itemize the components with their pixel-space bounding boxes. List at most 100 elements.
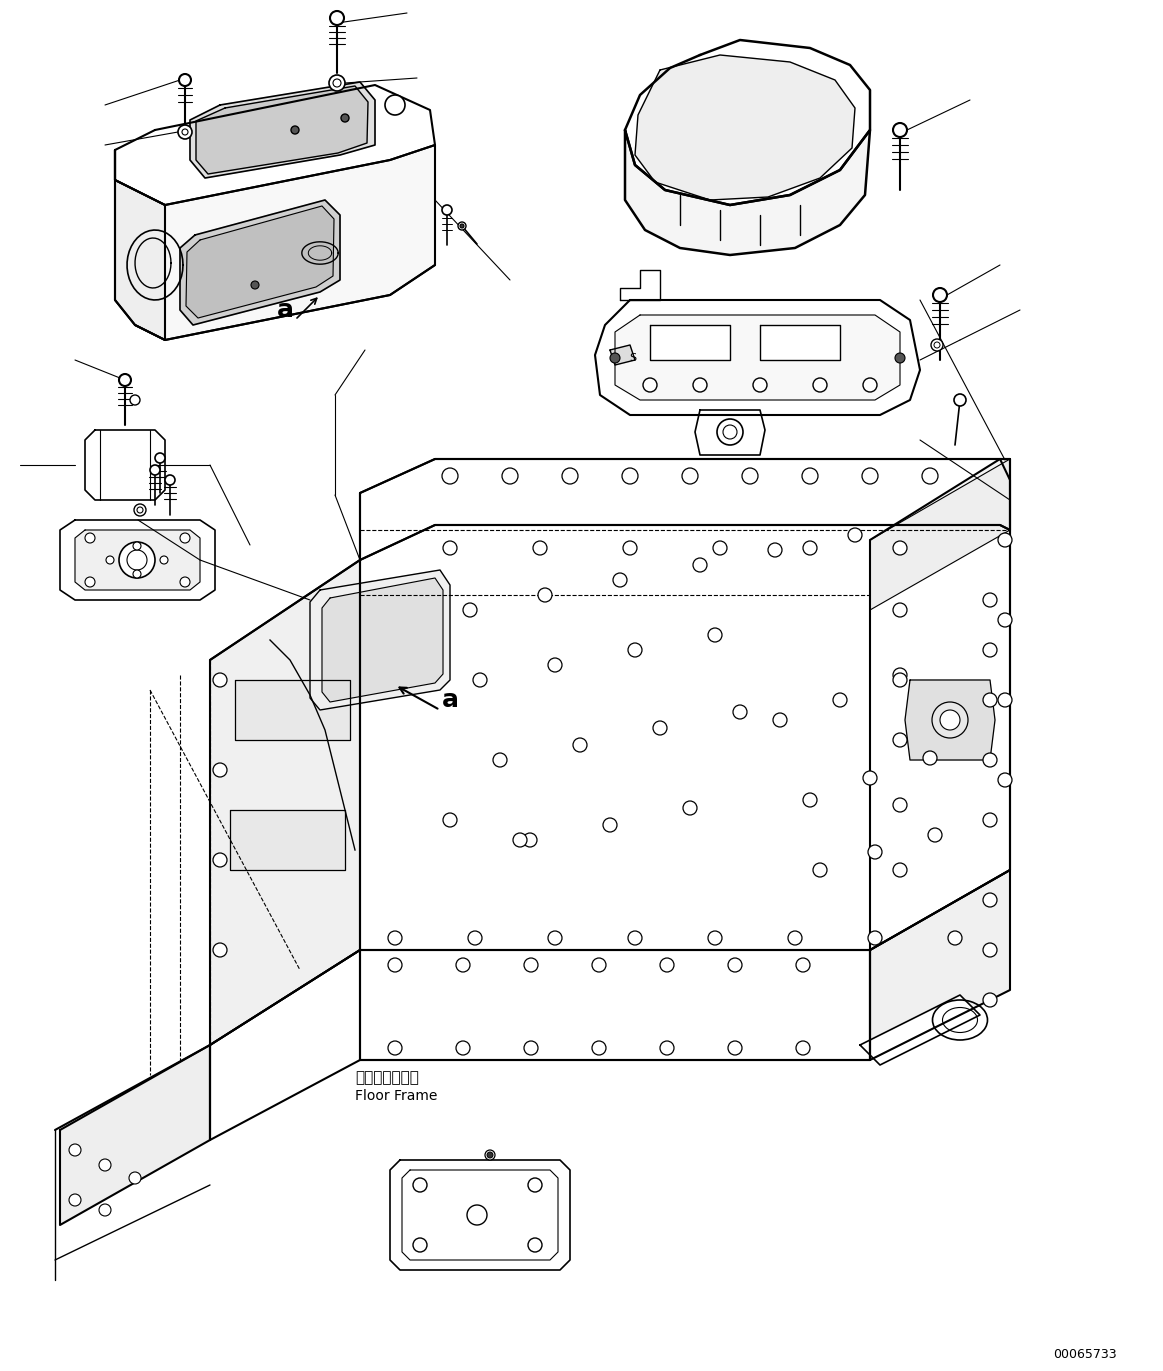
Circle shape: [948, 931, 962, 945]
Circle shape: [659, 958, 675, 972]
Circle shape: [893, 668, 907, 681]
Polygon shape: [615, 315, 900, 400]
Circle shape: [251, 281, 259, 289]
Circle shape: [385, 95, 405, 115]
Circle shape: [659, 1041, 675, 1056]
Polygon shape: [870, 459, 1009, 610]
Circle shape: [513, 834, 527, 847]
Polygon shape: [390, 1160, 570, 1270]
Circle shape: [413, 1238, 427, 1252]
Circle shape: [160, 557, 167, 563]
Circle shape: [443, 813, 457, 827]
Circle shape: [329, 75, 345, 90]
Circle shape: [573, 738, 587, 753]
Circle shape: [137, 507, 143, 513]
Circle shape: [181, 129, 188, 134]
Circle shape: [752, 378, 768, 392]
Circle shape: [291, 126, 299, 134]
Circle shape: [493, 753, 507, 766]
Circle shape: [768, 543, 782, 557]
Circle shape: [413, 1178, 427, 1191]
Polygon shape: [230, 810, 345, 871]
Circle shape: [330, 11, 344, 25]
Polygon shape: [361, 459, 1009, 559]
Polygon shape: [190, 82, 374, 178]
Circle shape: [548, 931, 562, 945]
Circle shape: [983, 692, 997, 707]
Circle shape: [533, 542, 547, 555]
Polygon shape: [60, 520, 215, 600]
Polygon shape: [85, 430, 165, 500]
Circle shape: [893, 542, 907, 555]
Circle shape: [983, 594, 997, 607]
Text: Floor Frame: Floor Frame: [355, 1089, 437, 1104]
Circle shape: [180, 533, 190, 543]
Circle shape: [130, 395, 140, 404]
Circle shape: [165, 474, 174, 485]
Circle shape: [129, 1172, 141, 1185]
Circle shape: [683, 801, 697, 814]
Polygon shape: [635, 55, 855, 200]
Circle shape: [795, 1041, 809, 1056]
Circle shape: [622, 468, 638, 484]
Circle shape: [69, 1143, 81, 1156]
Circle shape: [456, 958, 470, 972]
Circle shape: [525, 1041, 538, 1056]
Circle shape: [862, 468, 878, 484]
Circle shape: [388, 931, 402, 945]
Circle shape: [682, 468, 698, 484]
Circle shape: [388, 958, 402, 972]
Circle shape: [933, 288, 947, 302]
Polygon shape: [74, 531, 200, 590]
Circle shape: [923, 751, 937, 765]
Circle shape: [713, 542, 727, 555]
Circle shape: [868, 845, 882, 860]
Polygon shape: [650, 325, 730, 361]
Text: フロアフレーム: フロアフレーム: [355, 1071, 419, 1086]
Circle shape: [463, 603, 477, 617]
Circle shape: [802, 542, 816, 555]
Circle shape: [998, 613, 1012, 627]
Circle shape: [133, 570, 141, 579]
Polygon shape: [402, 1169, 558, 1260]
Circle shape: [487, 1152, 493, 1158]
Circle shape: [525, 958, 538, 972]
Circle shape: [652, 721, 668, 735]
Circle shape: [773, 713, 787, 727]
Circle shape: [998, 692, 1012, 707]
Circle shape: [562, 468, 578, 484]
Circle shape: [983, 993, 997, 1008]
Circle shape: [868, 931, 882, 945]
Circle shape: [341, 114, 349, 122]
Circle shape: [893, 798, 907, 812]
Circle shape: [813, 378, 827, 392]
Circle shape: [893, 123, 907, 137]
Polygon shape: [595, 300, 920, 415]
Circle shape: [983, 753, 997, 766]
Polygon shape: [197, 86, 368, 174]
Polygon shape: [60, 1045, 211, 1226]
Circle shape: [456, 1041, 470, 1056]
Circle shape: [863, 771, 877, 786]
Circle shape: [468, 1205, 487, 1226]
Circle shape: [802, 792, 816, 808]
Circle shape: [932, 702, 968, 738]
Polygon shape: [859, 995, 980, 1065]
Circle shape: [473, 673, 487, 687]
Circle shape: [592, 1041, 606, 1056]
Circle shape: [728, 958, 742, 972]
Circle shape: [983, 813, 997, 827]
Text: 00065733: 00065733: [1054, 1349, 1116, 1361]
Polygon shape: [115, 85, 435, 206]
Circle shape: [893, 603, 907, 617]
Circle shape: [388, 1041, 402, 1056]
Circle shape: [789, 931, 802, 945]
Circle shape: [893, 673, 907, 687]
Circle shape: [99, 1158, 110, 1171]
Circle shape: [893, 862, 907, 877]
Circle shape: [134, 505, 147, 515]
Circle shape: [628, 643, 642, 657]
Circle shape: [213, 943, 227, 957]
Circle shape: [833, 692, 847, 707]
Circle shape: [928, 828, 942, 842]
